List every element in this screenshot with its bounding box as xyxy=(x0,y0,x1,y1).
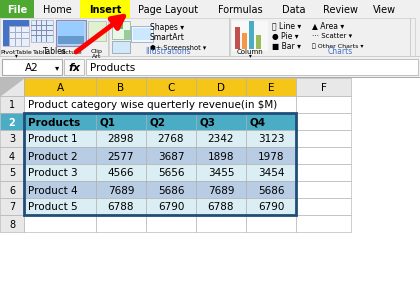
Text: ▲ Area ▾: ▲ Area ▾ xyxy=(312,21,344,31)
Text: 3: 3 xyxy=(9,135,15,145)
Text: 1898: 1898 xyxy=(208,151,234,162)
Text: View: View xyxy=(373,5,396,15)
Text: ■ Bar ▾: ■ Bar ▾ xyxy=(272,42,301,50)
Text: ⨿ Line ▾: ⨿ Line ▾ xyxy=(272,21,301,31)
Text: ⬢+ Screenshot ▾: ⬢+ Screenshot ▾ xyxy=(150,44,206,50)
Text: Page Layout: Page Layout xyxy=(138,5,198,15)
Text: B: B xyxy=(118,83,125,93)
Text: 2768: 2768 xyxy=(158,135,184,145)
Text: 2577: 2577 xyxy=(108,151,134,162)
Text: 6788: 6788 xyxy=(208,203,234,212)
Text: 5: 5 xyxy=(9,168,15,178)
Text: E: E xyxy=(268,83,274,93)
Text: A2: A2 xyxy=(25,63,39,73)
Text: Product 2: Product 2 xyxy=(28,151,78,162)
Text: Home: Home xyxy=(42,5,71,15)
Text: 7689: 7689 xyxy=(208,186,234,195)
Text: File: File xyxy=(7,5,27,15)
Text: 8: 8 xyxy=(9,219,15,230)
Text: 2898: 2898 xyxy=(108,135,134,145)
Text: ⋯ Scatter ▾: ⋯ Scatter ▾ xyxy=(312,33,352,39)
Text: SmartArt: SmartArt xyxy=(150,32,185,42)
Text: 3123: 3123 xyxy=(258,135,284,145)
Text: F: F xyxy=(320,83,326,93)
Polygon shape xyxy=(0,78,24,96)
Text: 7689: 7689 xyxy=(108,186,134,195)
Text: ▾: ▾ xyxy=(15,53,17,59)
Text: Q4: Q4 xyxy=(250,118,266,127)
Text: ▾: ▾ xyxy=(55,64,59,72)
Text: Products: Products xyxy=(28,118,80,127)
Text: 6790: 6790 xyxy=(258,203,284,212)
Text: C: C xyxy=(167,83,175,93)
Text: Insert: Insert xyxy=(89,5,121,15)
Text: 7: 7 xyxy=(9,203,15,212)
Text: Data: Data xyxy=(282,5,306,15)
Text: 3687: 3687 xyxy=(158,151,184,162)
Text: Product category wise querterly revenue(in $M): Product category wise querterly revenue(… xyxy=(28,100,277,110)
Text: Column: Column xyxy=(236,49,263,55)
Text: Review: Review xyxy=(323,5,357,15)
Text: 2: 2 xyxy=(9,118,16,127)
Text: 5686: 5686 xyxy=(258,186,284,195)
Text: Art: Art xyxy=(92,53,102,59)
Text: A: A xyxy=(56,83,63,93)
Text: 1978: 1978 xyxy=(258,151,284,162)
Text: Q1: Q1 xyxy=(100,118,116,127)
Text: Product 3: Product 3 xyxy=(28,168,78,178)
Text: Shapes ▾: Shapes ▾ xyxy=(150,23,184,31)
Text: Product 5: Product 5 xyxy=(28,203,78,212)
Text: ▾: ▾ xyxy=(249,53,252,59)
Text: ⭕ Other Charts ▾: ⭕ Other Charts ▾ xyxy=(312,43,363,49)
Text: 3454: 3454 xyxy=(258,168,284,178)
Text: 6788: 6788 xyxy=(108,203,134,212)
Text: Product 1: Product 1 xyxy=(28,135,78,145)
Text: 6: 6 xyxy=(9,186,15,195)
Text: Q3: Q3 xyxy=(200,118,216,127)
Text: 4566: 4566 xyxy=(108,168,134,178)
Text: Formulas: Formulas xyxy=(218,5,262,15)
Text: 4: 4 xyxy=(9,151,15,162)
Text: Charts: Charts xyxy=(327,48,353,56)
Text: 1: 1 xyxy=(9,100,15,110)
Text: fx: fx xyxy=(68,63,80,73)
Text: 2342: 2342 xyxy=(208,135,234,145)
Text: PivotTable: PivotTable xyxy=(0,50,32,55)
Text: 5686: 5686 xyxy=(158,186,184,195)
Text: 6790: 6790 xyxy=(158,203,184,212)
Text: Illustrations: Illustrations xyxy=(145,48,191,56)
Text: Tabl…: Tabl… xyxy=(33,50,51,55)
Text: D: D xyxy=(217,83,225,93)
Text: Products: Products xyxy=(90,63,135,73)
Text: Tables: Tables xyxy=(43,48,67,56)
Text: Q2: Q2 xyxy=(150,118,166,127)
Text: Product 4: Product 4 xyxy=(28,186,78,195)
Text: Clip: Clip xyxy=(91,50,103,55)
Text: Picture: Picture xyxy=(60,50,82,55)
Text: 5656: 5656 xyxy=(158,168,184,178)
Text: 3455: 3455 xyxy=(208,168,234,178)
Text: ● Pie ▾: ● Pie ▾ xyxy=(272,31,299,40)
